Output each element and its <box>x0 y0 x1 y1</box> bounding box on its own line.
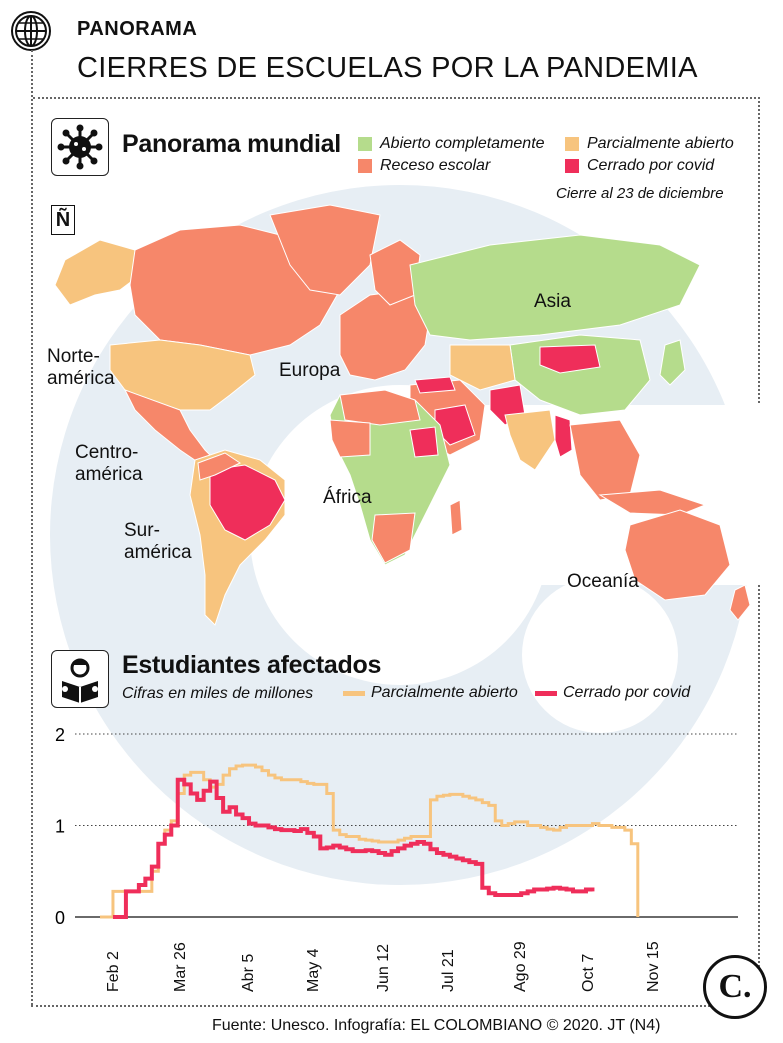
map-madagascar <box>449 499 463 536</box>
map-west-africa <box>329 419 371 458</box>
x-tick-label: Abr 5 <box>240 953 257 992</box>
x-tick-label: Feb 2 <box>105 951 122 992</box>
map-indonesia <box>598 489 707 516</box>
region-label-south-america: Sur- américa <box>124 520 192 563</box>
map-usa <box>109 339 256 411</box>
legend-swatch <box>565 137 579 151</box>
map-date-note: Cierre al 23 de diciembre <box>556 185 724 202</box>
region-label-north-america: Norte- américa <box>47 346 115 389</box>
chart-legend-parcial: Parcialmente abierto <box>343 684 518 702</box>
map-north-sa <box>197 452 242 481</box>
map-turkey <box>414 376 456 394</box>
map-brazil <box>209 464 286 541</box>
region-label-africa: África <box>323 487 372 508</box>
x-tick-label: Nov 15 <box>645 941 662 992</box>
map-sudan <box>409 426 439 458</box>
legend-swatch <box>358 159 372 173</box>
series-line-parcial <box>100 763 640 919</box>
map-title: Panorama mundial <box>122 130 341 158</box>
map-mongolia <box>539 344 601 374</box>
x-tick-label: Jun 12 <box>375 943 392 992</box>
map-australia <box>624 509 731 601</box>
y-tick-label: 0 <box>55 908 65 928</box>
region-label-oceania: Oceanía <box>567 571 639 592</box>
legend-swatch <box>358 137 372 151</box>
map-greenland <box>269 204 381 296</box>
legend-line <box>343 690 365 696</box>
legend-item-abierto: Abierto completamente <box>358 135 545 153</box>
frame-left-border <box>31 50 33 1005</box>
y-tick-label: 2 <box>55 725 65 745</box>
region-label-asia: Asia <box>534 291 571 312</box>
student-reading-icon <box>51 650 109 708</box>
compass-icon: Ñ <box>51 205 75 235</box>
map-alaska <box>54 239 141 306</box>
el-colombiano-logo: C. <box>703 955 767 1019</box>
map-india <box>504 409 556 471</box>
page-title: CIERRES DE ESCUELAS POR LA PANDEMIA <box>77 52 698 84</box>
region-label-europe: Europa <box>279 360 341 381</box>
source-credit: Fuente: Unesco. Infografía: EL COLOMBIAN… <box>212 1017 661 1034</box>
chart-legend-cerrado: Cerrado por covid <box>535 684 690 702</box>
map-north-africa <box>339 389 421 426</box>
map-central-asia <box>449 344 516 391</box>
legend-item-parcial: Parcialmente abierto <box>565 135 734 153</box>
map-se-asia <box>569 419 641 501</box>
x-tick-label: Jul 21 <box>440 949 457 992</box>
frame-bottom-border <box>31 1005 758 1007</box>
legend-swatch <box>565 159 579 173</box>
region-label-central-america: Centro- américa <box>75 442 143 485</box>
globe-icon <box>10 10 52 52</box>
series-line-cerrado <box>112 777 595 919</box>
chart-title: Estudiantes afectados <box>122 651 382 679</box>
x-tick-label: Oct 7 <box>580 953 597 992</box>
y-tick-label: 1 <box>55 817 65 837</box>
line-chart: 0 1 2 <box>55 725 738 928</box>
legend-item-receso: Receso escolar <box>358 157 490 175</box>
virus-icon <box>51 118 109 176</box>
chart-units: Cifras en miles de millones <box>122 685 314 702</box>
map-southern-africa <box>371 512 416 564</box>
legend-line <box>535 690 557 696</box>
map-russia <box>409 234 701 341</box>
section-label: PANORAMA <box>77 18 198 40</box>
map-myanmar <box>554 414 573 458</box>
x-tick-label: Ago 29 <box>512 941 529 992</box>
legend-item-cerrado: Cerrado por covid <box>565 157 714 175</box>
map-japan <box>659 339 686 386</box>
map-new-zealand <box>729 584 751 621</box>
x-tick-label: Mar 26 <box>172 942 189 992</box>
world-map <box>54 204 751 626</box>
x-tick-label: May 4 <box>305 948 322 992</box>
